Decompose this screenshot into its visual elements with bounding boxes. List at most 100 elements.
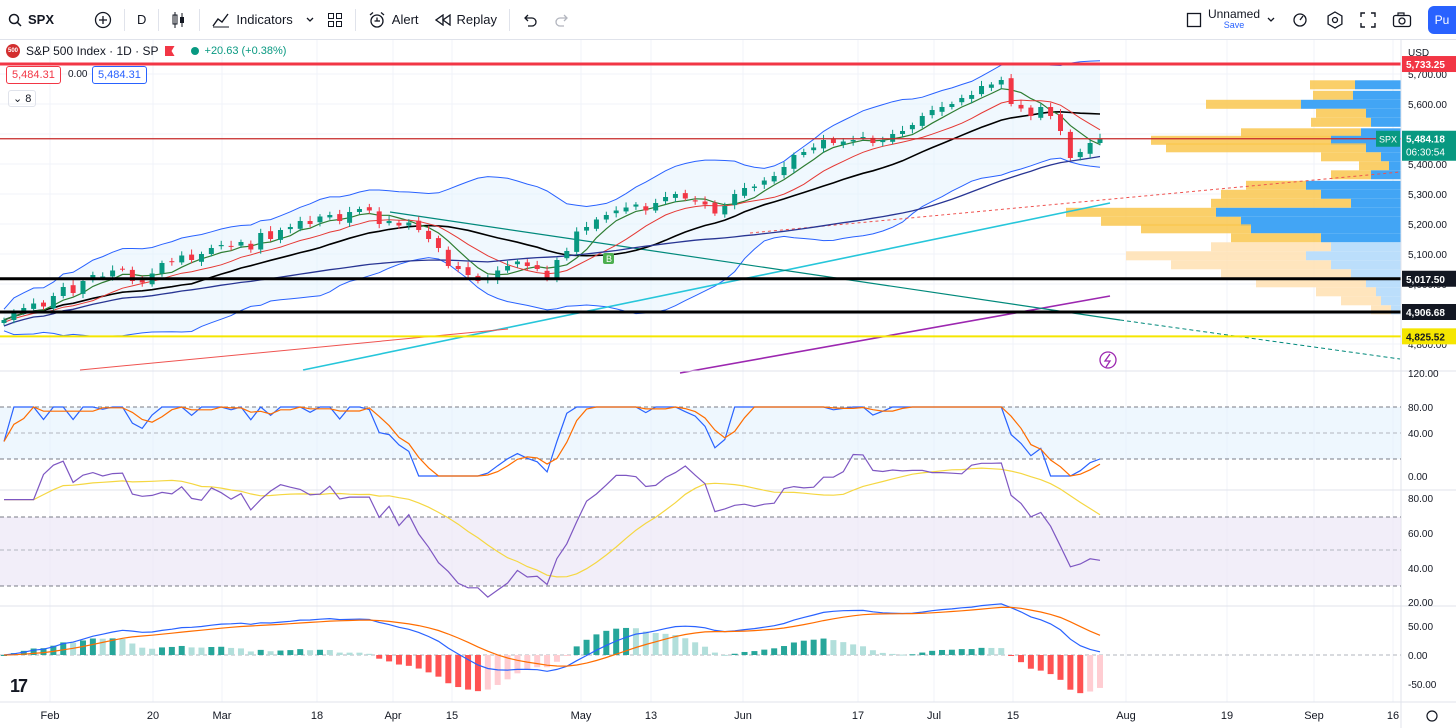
earnings-marker[interactable] <box>603 253 614 264</box>
layout-button[interactable]: Unnamed Save <box>1178 0 1284 40</box>
macd-histogram-bar <box>257 649 264 655</box>
macd-histogram-bar <box>544 655 551 668</box>
flag-icon[interactable] <box>164 46 175 56</box>
macd-histogram-bar <box>119 638 126 655</box>
time-tick-label: Feb <box>41 710 60 722</box>
candle-body <box>139 280 145 283</box>
redo-button[interactable] <box>546 0 578 40</box>
volume-profile-buy-bar <box>1301 99 1401 109</box>
layout-square-icon <box>1186 12 1202 28</box>
trendline-purple[interactable] <box>679 295 1111 374</box>
time-tick-label: Apr <box>384 710 401 722</box>
price-axis[interactable]: 5,700.005,600.005,500.005,400.005,300.00… <box>1376 56 1456 351</box>
candle-body <box>277 230 283 240</box>
macd-tick-label: -50.00 <box>1408 680 1437 691</box>
sell-price-button[interactable]: 5,484.31 <box>6 66 61 84</box>
trendline-red[interactable] <box>79 328 509 371</box>
macd-histogram-bar <box>465 655 472 690</box>
interval-button[interactable]: D <box>129 0 154 40</box>
time-tick-label: Aug <box>1116 710 1136 722</box>
volume-profile-sell-bar <box>1221 189 1321 199</box>
macd-histogram-bar <box>593 634 600 655</box>
macd-histogram-bar <box>178 645 185 655</box>
indicator-templates-button[interactable] <box>301 0 319 40</box>
rsi-band <box>0 517 1401 586</box>
symbol-search-button[interactable]: SPX <box>0 0 62 40</box>
macd-histogram-bar <box>247 651 254 655</box>
candle-body <box>732 194 738 206</box>
macd-histogram-bar <box>158 647 165 655</box>
time-tick-label: 19 <box>1221 710 1233 722</box>
candle-body <box>781 167 787 176</box>
candle-body <box>929 110 935 116</box>
macd-histogram-bar <box>326 650 333 655</box>
candle-body <box>337 214 343 221</box>
candle-body <box>909 125 915 130</box>
indicator-axes: 120.00 80.00 40.00 0.00 80.00 60.00 40.00 20.00… <box>1408 369 1439 691</box>
macd-histogram-bar <box>1 655 7 656</box>
fullscreen-button[interactable] <box>1352 0 1384 40</box>
layout-grid-button[interactable] <box>319 0 351 40</box>
earnings-marker-label: B <box>606 254 612 264</box>
quick-search-button[interactable] <box>1284 0 1318 40</box>
volume-profile-buy-bar <box>1376 287 1401 297</box>
trendline-cyan[interactable] <box>302 202 1111 371</box>
publish-button[interactable]: Pu <box>1428 6 1456 34</box>
chart-type-button[interactable] <box>163 0 195 40</box>
candle-body <box>643 206 649 211</box>
level-price-badge <box>1402 303 1456 320</box>
price-tick-label: 5,400.00 <box>1408 160 1447 171</box>
macd-histogram-bar <box>474 655 481 692</box>
macd-histogram-bar <box>869 650 876 655</box>
price-candles <box>1 74 1103 326</box>
macd-histogram-bar <box>277 650 284 655</box>
layout-name-label: Unnamed <box>1207 7 1260 21</box>
undo-button[interactable] <box>514 0 546 40</box>
candle-body <box>633 204 639 207</box>
series-legend[interactable]: 500 S&P 500 Index · 1D · SP +20.63 (+0.3… <box>6 44 286 58</box>
macd-histogram-bar <box>781 646 788 655</box>
currency-label[interactable]: USD <box>1408 48 1429 59</box>
macd-histogram-bar <box>297 649 304 655</box>
macd-histogram-bar <box>623 627 630 655</box>
macd-histogram-bar <box>30 648 37 655</box>
volume-profile-buy-bar <box>1331 135 1401 145</box>
candle-body <box>406 222 412 226</box>
redo-icon <box>555 14 568 27</box>
compare-button[interactable] <box>86 0 120 40</box>
indicators-collapse-button[interactable]: ⌄ 8 <box>8 90 37 107</box>
trendline-red-extended[interactable] <box>749 171 1401 234</box>
macd-histogram-bar <box>968 649 975 655</box>
settings-gear-icon[interactable] <box>1426 710 1438 722</box>
volume-profile-sell-bar <box>1126 251 1306 261</box>
chart-canvas[interactable]: B 5,700.005,600.005,500.005,400.005,300.… <box>0 40 1456 728</box>
snapshot-button[interactable] <box>1384 0 1420 40</box>
volume-profile-sell-bar <box>1206 99 1301 109</box>
trendline-teal[interactable] <box>389 211 1121 321</box>
buy-price-button[interactable]: 5,484.31 <box>92 66 147 84</box>
settings-button[interactable] <box>1318 0 1352 40</box>
macd-histogram-bar <box>810 639 817 655</box>
candle-body <box>327 215 333 218</box>
candle-body <box>287 227 293 230</box>
indicators-button[interactable]: Indicators <box>204 0 300 40</box>
volume-profile-buy-bar <box>1351 269 1401 279</box>
candle-body <box>1058 114 1064 131</box>
replay-label: Replay <box>456 12 497 27</box>
trendline-teal-extended[interactable] <box>1119 319 1401 360</box>
volume-profile-sell-bar <box>1310 80 1355 90</box>
volume-profile-sell-bar <box>1231 233 1321 243</box>
candle-body <box>959 98 965 103</box>
macd-histogram-bar <box>751 651 758 655</box>
candle-body <box>544 270 550 278</box>
candle-body <box>1038 107 1044 118</box>
replay-button[interactable]: Replay <box>427 0 505 40</box>
volume-profile-sell-bar <box>1211 242 1331 252</box>
volume-profile-sell-bar <box>1359 161 1389 171</box>
lightning-icon[interactable] <box>1099 351 1117 369</box>
macd-histogram-bar <box>939 649 946 655</box>
macd-histogram-bar <box>800 640 807 655</box>
candle-body <box>761 180 767 185</box>
alert-button[interactable]: Alert <box>360 0 427 40</box>
time-axis[interactable]: Feb 20 Mar 18 Apr 15 May 13 Jun 17 Jul 15 Aug 19 Sep 16 <box>41 710 1400 722</box>
